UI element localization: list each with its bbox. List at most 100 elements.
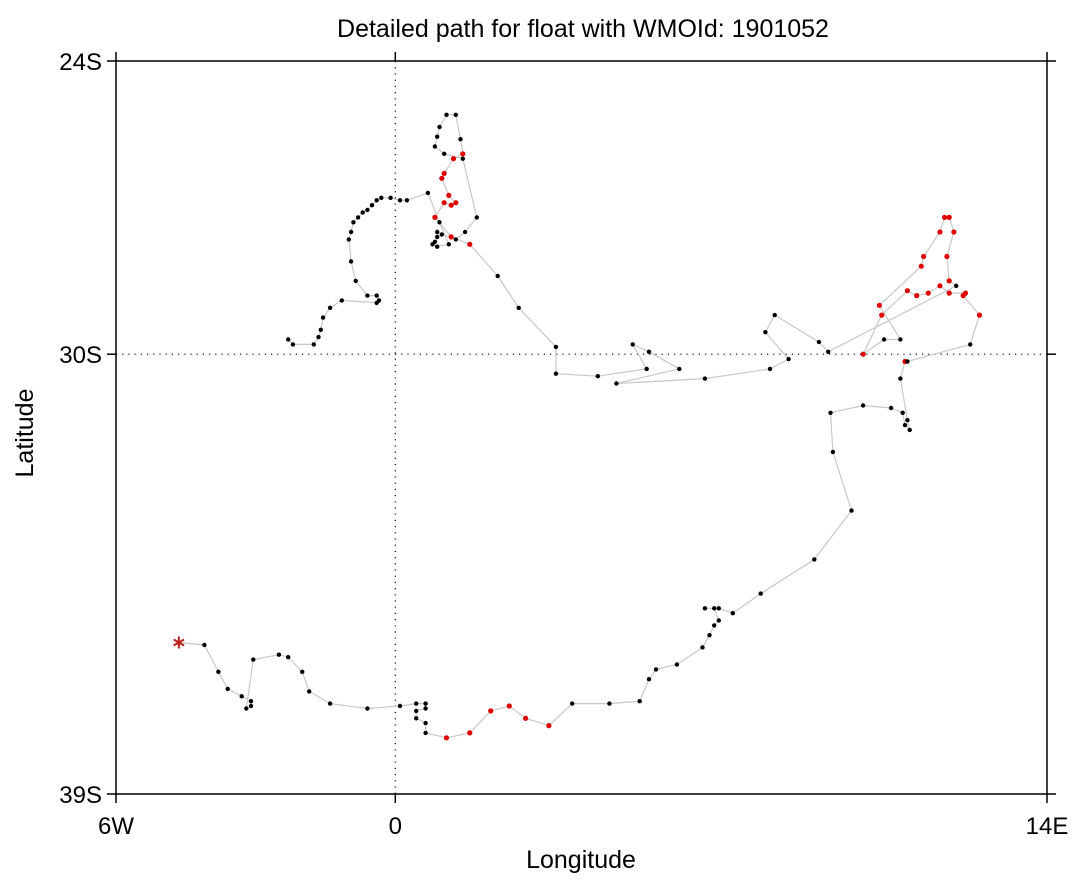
highlight-point — [446, 192, 452, 198]
profile-point — [353, 278, 358, 284]
highlight-point — [860, 351, 866, 357]
deployment-marker — [173, 636, 185, 649]
profile-point — [355, 215, 361, 220]
profile-point — [339, 298, 344, 303]
profile-point — [453, 112, 458, 118]
profile-point — [374, 293, 379, 298]
profile-point — [907, 427, 912, 433]
profile-point — [444, 112, 449, 118]
highlight-point — [976, 312, 983, 318]
profile-point — [414, 708, 419, 714]
profile-point — [318, 327, 323, 332]
profile-point — [374, 198, 379, 203]
profile-point — [453, 237, 458, 242]
profile-point — [700, 645, 705, 650]
profile-point — [772, 312, 777, 318]
profile-points — [176, 112, 983, 741]
profile-point — [244, 706, 249, 711]
profile-point — [286, 655, 291, 660]
profile-point — [404, 198, 410, 203]
highlight-point — [432, 214, 438, 220]
profile-point — [432, 144, 438, 149]
profile-point — [786, 356, 791, 362]
profile-point — [365, 293, 370, 298]
highlight-point — [946, 214, 952, 220]
profile-point — [644, 366, 649, 372]
y-tick-labels: 24S 30S 39S — [59, 49, 102, 809]
profile-point — [360, 210, 365, 215]
profile-point — [348, 229, 354, 235]
profile-point — [905, 418, 910, 423]
profile-point — [423, 730, 428, 736]
profile-point — [702, 606, 708, 611]
profile-point — [351, 220, 356, 225]
y-axis-label: Latitude — [11, 389, 39, 478]
profile-point — [553, 344, 559, 350]
profile-point — [397, 703, 403, 709]
profile-point — [437, 124, 442, 130]
profile-point — [707, 633, 712, 638]
profile-point — [712, 606, 717, 611]
profile-point — [414, 716, 419, 721]
highlight-point — [879, 312, 885, 318]
highlight-point — [546, 723, 552, 729]
profile-point — [251, 657, 256, 662]
profile-point — [830, 449, 836, 455]
profile-point — [435, 229, 440, 235]
x-axis-label: Longitude — [526, 846, 636, 874]
highlight-point — [946, 290, 952, 296]
profile-point — [474, 215, 479, 220]
profile-point — [595, 374, 600, 379]
profile-point — [300, 669, 305, 674]
profile-point — [730, 611, 735, 616]
plot-frame — [115, 60, 1048, 795]
highlight-point — [921, 253, 927, 260]
highlight-point — [506, 703, 512, 709]
highlight-point — [467, 730, 473, 736]
highlight-point — [453, 200, 459, 206]
profile-point — [758, 591, 763, 596]
profile-point — [320, 315, 326, 320]
profile-point — [902, 422, 908, 428]
axis-ticks — [107, 52, 1056, 803]
profile-point — [307, 689, 312, 694]
profile-point — [216, 669, 221, 674]
highlight-point — [942, 214, 948, 220]
profile-point — [905, 359, 910, 364]
profile-point — [388, 195, 393, 200]
profile-point — [425, 190, 431, 196]
profile-point — [968, 342, 973, 347]
profile-point — [311, 342, 316, 347]
profile-point — [290, 342, 296, 347]
highlight-point — [962, 290, 969, 296]
profile-point — [430, 242, 435, 247]
highlight-point — [448, 234, 454, 240]
profile-point — [553, 371, 559, 376]
highlight-point — [937, 229, 943, 235]
profile-point — [516, 305, 521, 310]
profile-point — [674, 662, 680, 667]
highlight-point — [937, 283, 943, 289]
profile-point — [816, 339, 822, 345]
profile-point — [365, 207, 370, 213]
profile-point — [646, 677, 652, 682]
highlight-point — [944, 253, 950, 260]
highlight-point — [918, 263, 924, 269]
y-tick-label: 24S — [59, 49, 102, 76]
profile-point — [763, 330, 768, 335]
profile-point — [397, 198, 403, 203]
profile-point — [630, 342, 635, 347]
profile-point — [379, 195, 384, 200]
profile-point — [423, 701, 428, 706]
chart-title: Detailed path for float with WMOId: 1901… — [337, 15, 829, 43]
highlight-point — [448, 202, 454, 208]
highlight-point — [523, 715, 529, 721]
profile-point — [458, 137, 463, 142]
profile-point — [248, 703, 254, 709]
highlight-point — [441, 170, 447, 176]
profile-point — [849, 508, 854, 513]
highlight-point — [904, 288, 911, 294]
profile-point — [637, 699, 642, 704]
profile-point — [439, 232, 444, 237]
